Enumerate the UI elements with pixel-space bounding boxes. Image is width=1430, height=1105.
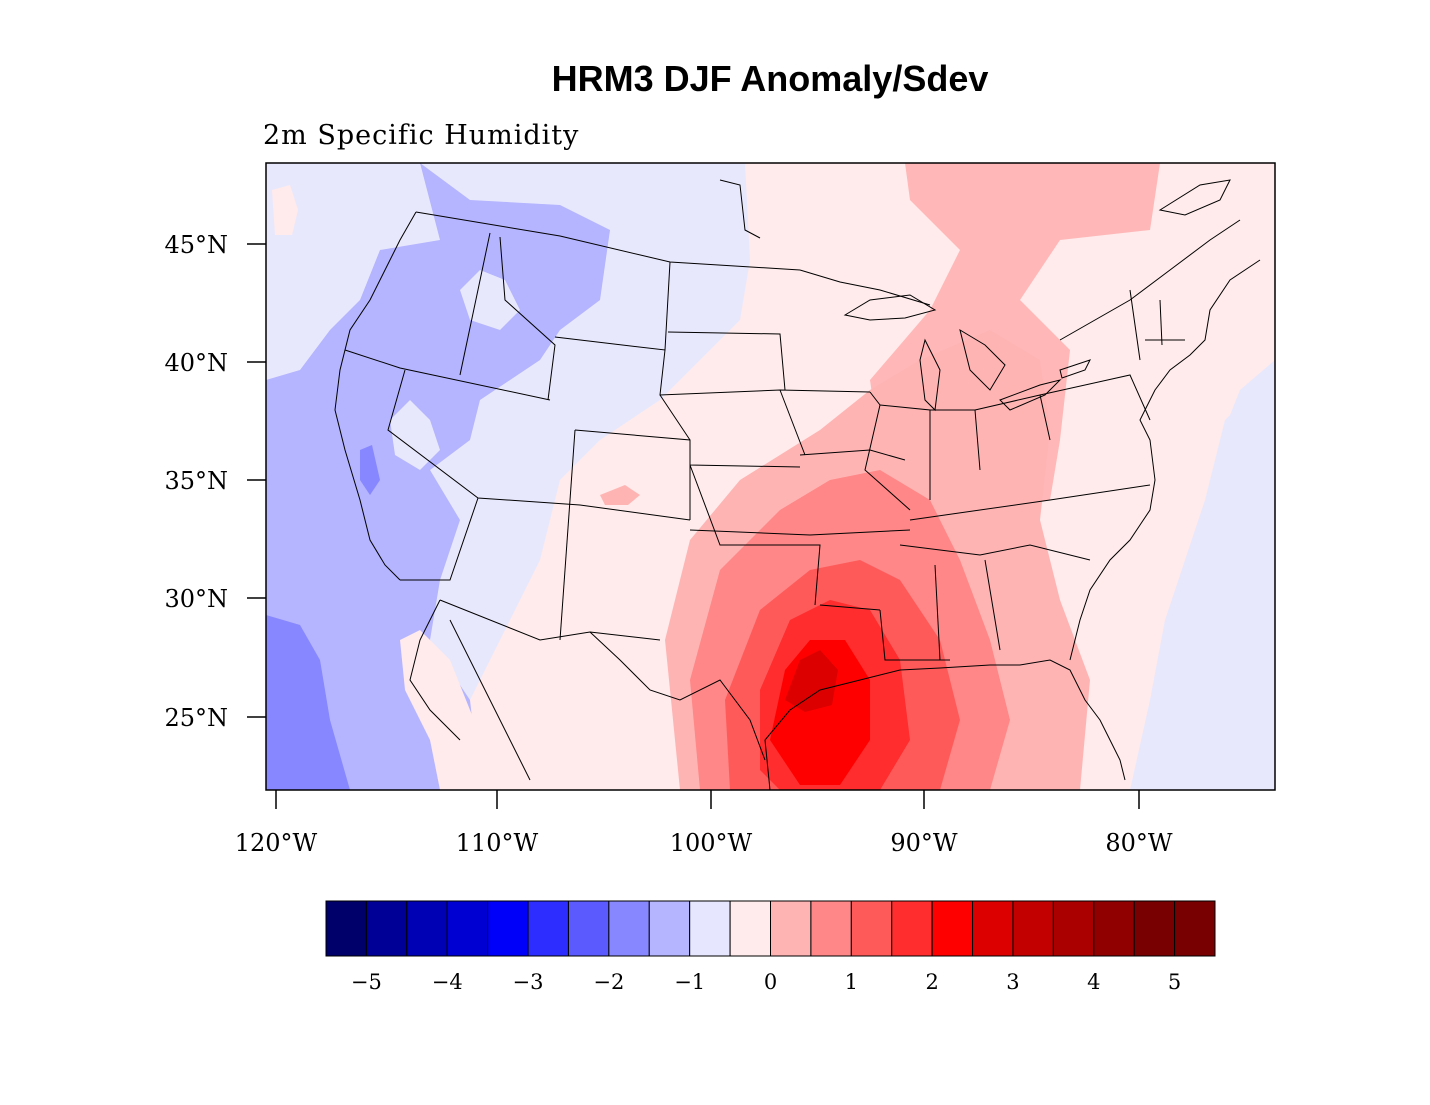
colorbar-swatch [729, 900, 771, 957]
colorbar-labels: −5 −4 −3 −2 −1 0 1 2 3 4 5 [351, 970, 1181, 994]
colorbar-label: 5 [1168, 970, 1181, 994]
chart-title: HRM3 DJF Anomaly/Sdev [551, 58, 989, 99]
colorbar-label: 3 [1006, 970, 1019, 994]
colorbar-swatch [1093, 900, 1135, 957]
colorbar-label: 0 [764, 970, 777, 994]
colorbar-swatch [406, 900, 448, 957]
colorbar-swatch [1052, 900, 1095, 957]
colorbar-label: −3 [513, 970, 544, 994]
colorbar-swatch [770, 900, 812, 957]
colorbar-swatch [527, 900, 569, 957]
lat-tick-label: 25°N [164, 704, 228, 732]
colorbar-swatch [850, 900, 893, 957]
colorbar-swatch [891, 900, 933, 957]
plot-frame [265, 162, 1276, 791]
colorbar-swatch [487, 900, 529, 957]
colorbar-label: 4 [1087, 970, 1100, 994]
lat-tick-label: 40°N [164, 349, 228, 377]
lon-tick-label: 100°W [670, 829, 753, 857]
colorbar-label: −5 [351, 970, 382, 994]
colorbar-swatch [931, 900, 974, 957]
colorbar-swatch [567, 900, 610, 957]
colorbar-swatch [1133, 900, 1176, 957]
colorbar-swatch [648, 900, 691, 957]
lon-ticks [275, 790, 1140, 809]
colorbar-swatch [689, 900, 731, 957]
chart-subtitle: 2m Specific Humidity [263, 120, 580, 151]
colorbar [325, 900, 1216, 957]
colorbar-swatch [810, 900, 852, 957]
colorbar-swatch [325, 900, 367, 957]
lon-tick-label: 120°W [235, 829, 318, 857]
lat-tick-label: 35°N [164, 467, 228, 495]
colorbar-label: −1 [674, 970, 705, 994]
colorbar-label: 2 [925, 970, 938, 994]
lon-tick-label: 80°W [1105, 829, 1173, 857]
colorbar-swatch [1012, 900, 1054, 957]
colorbar-swatch [365, 900, 408, 957]
colorbar-swatch [972, 900, 1014, 957]
colorbar-swatch [608, 900, 650, 957]
colorbar-swatch [1174, 900, 1216, 957]
lat-tick-label: 30°N [164, 585, 228, 613]
state-boundaries [334, 179, 1261, 790]
colorbar-label: −4 [432, 970, 463, 994]
lat-tick-label: 45°N [164, 231, 228, 259]
anomaly-field [266, 163, 1275, 790]
lon-tick-label: 90°W [890, 829, 958, 857]
colorbar-label: −2 [593, 970, 624, 994]
colorbar-swatch [446, 900, 489, 957]
lat-ticks [247, 243, 266, 718]
lon-tick-label: 110°W [456, 829, 539, 857]
colorbar-label: 1 [845, 970, 858, 994]
